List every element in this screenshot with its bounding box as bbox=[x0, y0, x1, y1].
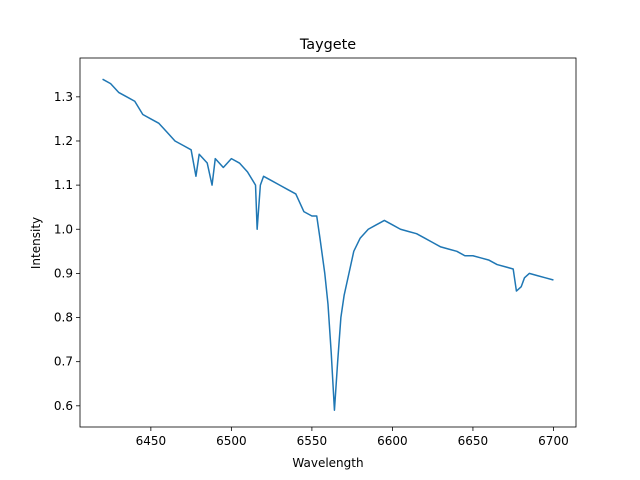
data-line bbox=[102, 78, 554, 411]
x-tick-label: 6500 bbox=[216, 434, 247, 448]
x-tick-label: 6450 bbox=[136, 434, 167, 448]
y-tick-label: 0.6 bbox=[54, 399, 73, 413]
plot-frame bbox=[79, 57, 577, 428]
y-tick-label: 1.2 bbox=[54, 134, 73, 148]
y-tick-label: 0.8 bbox=[54, 311, 73, 325]
chart-title: Taygete bbox=[299, 37, 356, 53]
x-tick-label: 6700 bbox=[538, 434, 569, 448]
x-tick-label: 6650 bbox=[458, 434, 489, 448]
x-tick-label: 6550 bbox=[297, 434, 328, 448]
y-tick-label: 0.7 bbox=[54, 355, 73, 369]
y-tick-label: 1.3 bbox=[54, 90, 73, 104]
y-axis-label: Intensity bbox=[29, 217, 43, 269]
y-tick-label: 1.1 bbox=[54, 178, 73, 192]
y-tick-label: 0.9 bbox=[54, 266, 73, 280]
x-tick-label: 6600 bbox=[377, 434, 408, 448]
x-axis-label: Wavelength bbox=[292, 456, 363, 470]
y-tick-label: 1.0 bbox=[54, 222, 73, 236]
